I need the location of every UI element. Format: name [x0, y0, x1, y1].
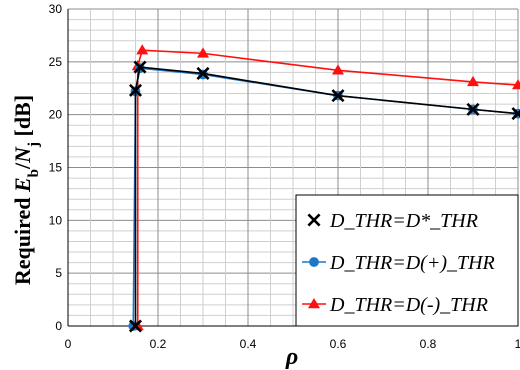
series-group	[128, 44, 520, 333]
y-tick-label: 0	[55, 319, 62, 333]
data-point	[467, 75, 479, 87]
y-tick-label: 5	[55, 266, 62, 280]
y-axis-label-part: j	[26, 142, 42, 148]
data-point	[197, 47, 209, 58]
x-tick-label: 0.8	[420, 337, 437, 351]
data-point	[332, 64, 344, 75]
data-point	[308, 298, 320, 309]
data-point	[511, 107, 520, 121]
y-tick-label: 25	[49, 55, 63, 69]
data-point	[512, 79, 520, 90]
y-axis-label-part: b	[26, 169, 42, 177]
legend-item: D_THR=D*_THR	[307, 210, 478, 232]
y-axis-label-part: /	[10, 162, 35, 170]
x-tick-label: 0	[65, 337, 72, 351]
data-point	[196, 66, 210, 80]
legend-item: D_THR=D(-)_THR	[302, 294, 488, 316]
x-tick-label: 0.2	[150, 337, 167, 351]
y-axis-label-part: E	[10, 177, 35, 193]
data-point	[133, 60, 147, 74]
legend-items: D_THR=D*_THR D_THR=D(+)_THR D_THR=D(-)_THR	[302, 210, 495, 316]
tick-labels: 0 5 10 15 20 25 30 0 0.2 0.4 0.6 0.8 1	[49, 2, 520, 351]
legend-label: D_THR=D*_THR	[329, 210, 478, 232]
x-tick-label: 1	[515, 337, 520, 351]
grid	[67, 8, 519, 327]
series-x	[128, 60, 520, 333]
y-axis-label: Required Eb/Nj [dB]	[10, 95, 42, 285]
data-point	[128, 83, 143, 97]
legend-label: D_THR=D(-)_THR	[329, 294, 488, 316]
y-axis-label-part: [dB]	[10, 95, 35, 142]
data-point	[466, 102, 480, 116]
legend-label: D_THR=D(+)_THR	[329, 252, 495, 274]
data-point	[309, 257, 319, 267]
data-point	[307, 213, 321, 227]
y-tick-label: 30	[49, 2, 63, 16]
y-axis-label-part: N	[10, 146, 35, 164]
x-axis-label: ρ	[285, 344, 298, 370]
data-point	[136, 44, 149, 55]
data-point	[331, 89, 345, 103]
x-tick-label: 0.6	[330, 337, 347, 351]
x-tick-label: 0.4	[240, 337, 257, 351]
y-axis-label-part: Required	[10, 192, 35, 285]
legend-box	[295, 194, 519, 327]
data-point	[128, 319, 143, 333]
legend-item: D_THR=D(+)_THR	[302, 252, 495, 274]
y-tick-label: 15	[49, 161, 63, 175]
legend: D_THR=D*_THR D_THR=D(+)_THR D_THR=D(-)_THR	[295, 194, 519, 327]
y-tick-label: 20	[49, 108, 63, 122]
y-tick-label: 10	[49, 213, 63, 227]
